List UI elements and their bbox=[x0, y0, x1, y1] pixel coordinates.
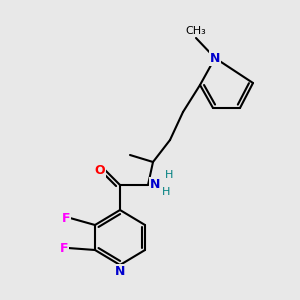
Text: H: H bbox=[165, 170, 173, 180]
Text: N: N bbox=[115, 265, 125, 278]
Text: CH₃: CH₃ bbox=[186, 26, 206, 36]
Text: F: F bbox=[59, 242, 68, 254]
Text: N: N bbox=[210, 52, 220, 64]
Text: F: F bbox=[61, 212, 70, 224]
Text: H: H bbox=[162, 187, 170, 197]
Text: N: N bbox=[150, 178, 160, 191]
Text: O: O bbox=[94, 164, 105, 176]
